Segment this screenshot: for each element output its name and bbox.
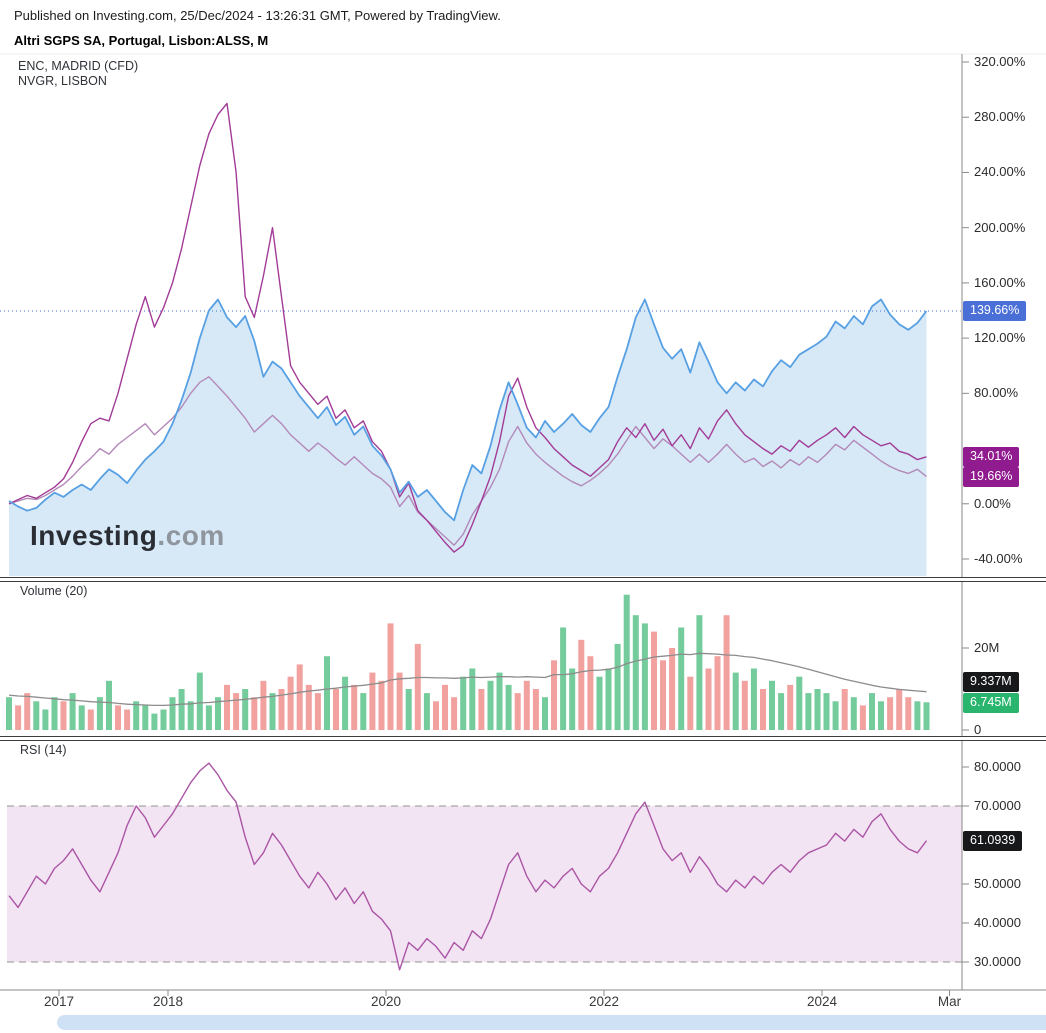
pane-separator-volume-rsi[interactable] [0,736,1046,741]
volume-pane-label[interactable]: Volume (20) [20,584,88,598]
legend-enc-madrid[interactable]: ENC, MADRID (CFD) [18,59,139,73]
investing-watermark: Investing.com [30,520,225,552]
pane-separator-price-volume[interactable] [0,577,1046,582]
rsi-pane-label[interactable]: RSI (14) [20,743,67,757]
instrument-title: Altri SGPS SA, Portugal, Lisbon:ALSS, M [14,33,269,48]
watermark-bold: Investing [30,520,158,551]
scrollbar-thumb[interactable] [57,1015,1046,1030]
legend-nvgr-lisbon[interactable]: NVGR, LISBON [18,74,107,88]
watermark-light: .com [157,520,225,551]
published-line: Published on Investing.com, 25/Dec/2024 … [14,8,501,23]
overlay-legend: ENC, MADRID (CFD) NVGR, LISBON [18,59,138,89]
